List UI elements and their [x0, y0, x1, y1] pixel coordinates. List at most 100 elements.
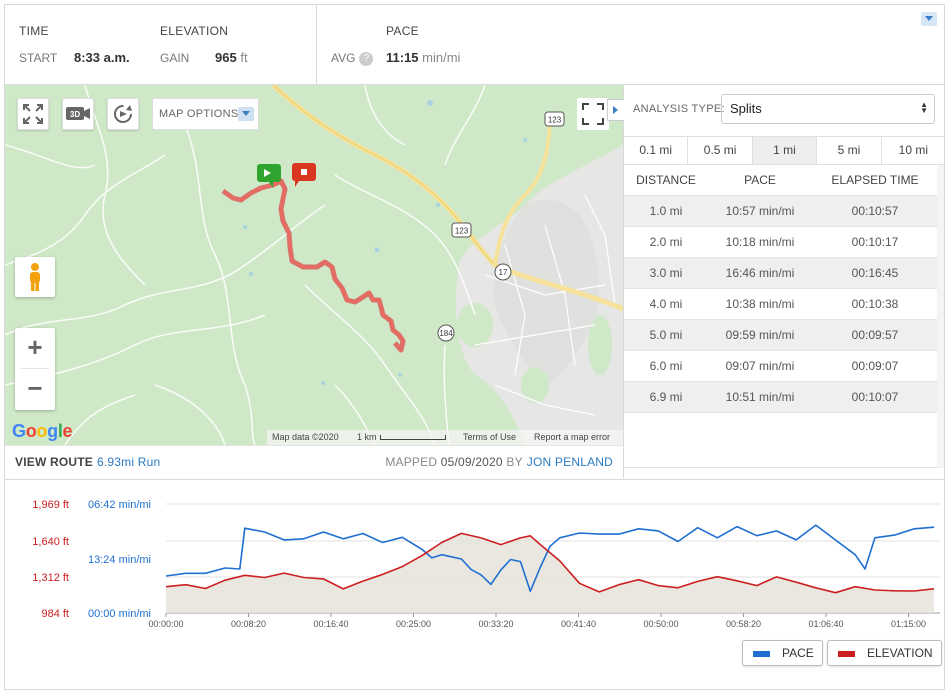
table-row: 2.0 mi 10:18 min/mi 00:10:17: [624, 227, 938, 258]
table-row: 5.0 mi 09:59 min/mi 00:09:57: [624, 320, 938, 351]
analysis-type-select[interactable]: Splits ▲ ▼: [721, 94, 935, 124]
interval-selector: 0.1 mi 0.5 mi 1 mi 5 mi 10 mi: [624, 136, 945, 165]
elevation-tick-label: 984 ft: [41, 608, 69, 620]
map-tiles: 123 123 17 184: [5, 85, 623, 445]
help-icon[interactable]: ?: [359, 52, 374, 66]
svg-text:3D: 3D: [70, 110, 80, 119]
mapped-info: MAPPED 05/09/2020 BY JON PENLAND: [385, 455, 613, 469]
elevation-legend-toggle[interactable]: ELEVATION: [827, 640, 942, 666]
stat-elevation: ELEVATION GAIN 965 ft: [160, 5, 316, 84]
svg-text:184: 184: [439, 329, 453, 338]
author-link[interactable]: JON PENLAND: [526, 455, 613, 469]
report-error-link[interactable]: Report a map error: [534, 432, 611, 442]
route-map[interactable]: 123 123 17 184 3D: [5, 85, 623, 445]
pace-swatch: [753, 651, 770, 657]
collapse-stats-button[interactable]: [921, 12, 937, 26]
expand-panel-icon[interactable]: [607, 99, 624, 121]
elevation-area: [166, 533, 934, 613]
workout-page: TIME START 8:33 a.m. ELEVATION GAIN 965 …: [4, 4, 945, 690]
x-tick-label: 00:33:20: [478, 619, 513, 629]
fullscreen-icon[interactable]: [17, 98, 49, 130]
map-options-dropdown[interactable]: MAP OPTIONS: [152, 98, 259, 130]
elevation-swatch: [838, 651, 855, 657]
view-3d-button[interactable]: 3D: [62, 98, 94, 130]
chevron-down-icon: [238, 107, 254, 121]
x-tick-label: 00:16:40: [313, 619, 348, 629]
x-tick-label: 01:06:40: [808, 619, 843, 629]
table-header: DISTANCE PACE ELAPSED TIME: [624, 165, 938, 196]
pace-tick-label: 00:00 min/mi: [88, 608, 151, 620]
map-attribution: Map data ©2020 1 km Terms of Use Report …: [267, 430, 623, 445]
stat-avg-value: 11:15 min/mi: [386, 50, 461, 65]
interval-option-active[interactable]: 1 mi: [752, 137, 818, 164]
interval-option[interactable]: 0.1 mi: [624, 137, 689, 164]
elevation-line: [165, 532, 935, 594]
stat-start-value: 8:33 a.m.: [74, 50, 130, 65]
pace-legend-toggle[interactable]: PACE: [742, 640, 823, 666]
elevation-tick-label: 1,312 ft: [32, 572, 69, 584]
route-info-bar: VIEW ROUTE 6.93mi Run MAPPED 05/09/2020 B…: [5, 445, 623, 478]
highway-shields: [437, 111, 565, 342]
table-row: 6.0 mi 09:07 min/mi 00:09:07: [624, 351, 938, 382]
route-path: [221, 178, 406, 353]
x-tick-label: 01:15:00: [891, 619, 926, 629]
scale-bar: [380, 435, 446, 440]
stat-gain-label: GAIN: [160, 51, 190, 65]
stat-pace: PACE AVG? 11:15 min/mi: [331, 5, 731, 84]
stat-start-label: START: [19, 51, 58, 65]
elevation-tick-label: 1,969 ft: [32, 499, 69, 511]
zoom-in-button[interactable]: +: [27, 332, 43, 362]
splits-table: DISTANCE PACE ELAPSED TIME 1.0 mi 10:57 m…: [624, 165, 938, 413]
view-route: VIEW ROUTE 6.93mi Run: [15, 455, 161, 469]
stats-header: TIME START 8:33 a.m. ELEVATION GAIN 965 …: [5, 5, 944, 85]
end-marker: [292, 163, 316, 187]
x-tick-label: 00:08:20: [231, 619, 266, 629]
start-marker: [257, 164, 281, 188]
route-link[interactable]: 6.93mi Run: [97, 455, 161, 469]
x-tick-label: 00:58:20: [726, 619, 761, 629]
stat-pace-header: PACE: [386, 24, 419, 38]
panel-divider: [624, 467, 938, 468]
interval-option[interactable]: 10 mi: [898, 143, 928, 157]
svg-text:123: 123: [455, 227, 469, 236]
svg-text:123: 123: [548, 116, 562, 125]
pace-line: [165, 524, 935, 593]
scrollbar[interactable]: [937, 165, 944, 468]
table-row: 4.0 mi 10:38 min/mi 00:10:38: [624, 289, 938, 320]
stat-time-header: TIME: [19, 24, 49, 38]
table-row: 6.9 mi 10:51 min/mi 00:10:07: [624, 382, 938, 413]
x-tick-label: 00:50:00: [643, 619, 678, 629]
zoom-control: + −: [15, 328, 55, 410]
stat-avg-label: AVG?: [331, 51, 374, 66]
street-view-pegman-icon[interactable]: [15, 257, 55, 297]
select-arrows-icon: ▲ ▼: [920, 100, 928, 115]
col-pace: PACE: [744, 173, 776, 187]
fit-bounds-icon[interactable]: [577, 98, 609, 130]
svg-text:17: 17: [499, 268, 508, 277]
terms-link[interactable]: Terms of Use: [463, 432, 517, 442]
stat-time: TIME START 8:33 a.m.: [5, 5, 316, 84]
analysis-panel: ANALYSIS TYPE: Splits ▲ ▼ 0.1 mi 0.5 mi 1…: [607, 85, 945, 478]
stats-divider: [316, 5, 317, 84]
col-elapsed: ELAPSED TIME: [831, 173, 919, 187]
pace-tick-label: 13:24 min/mi: [88, 554, 151, 566]
chart-plot[interactable]: 1,969 ft 1,640 ft 1,312 ft 984 ft 06:42 min…: [5, 480, 944, 630]
table-row: 3.0 mi 16:46 min/mi 00:16:45: [624, 258, 938, 289]
zoom-out-button[interactable]: −: [27, 373, 43, 403]
x-tick-label: 00:00:00: [148, 619, 183, 629]
stat-elevation-header: ELEVATION: [160, 24, 229, 38]
x-tick-label: 00:25:00: [396, 619, 431, 629]
stat-gain-value: 965 ft: [215, 50, 248, 65]
interval-option[interactable]: 0.5 mi: [688, 137, 753, 164]
scale-label: 1 km: [357, 432, 377, 442]
interval-option[interactable]: 5 mi: [817, 137, 882, 164]
rotate-flyover-icon[interactable]: [107, 98, 139, 130]
analysis-type-label: ANALYSIS TYPE:: [633, 103, 725, 115]
pace-tick-label: 06:42 min/mi: [88, 499, 151, 511]
x-tick-label: 00:41:40: [561, 619, 596, 629]
map-data-text: Map data ©2020: [272, 432, 339, 442]
elevation-pace-chart: 1,969 ft 1,640 ft 1,312 ft 984 ft 06:42 min…: [5, 479, 944, 690]
col-distance: DISTANCE: [636, 173, 696, 187]
table-row: 1.0 mi 10:57 min/mi 00:10:57: [624, 196, 938, 227]
elevation-tick-label: 1,640 ft: [32, 536, 69, 548]
